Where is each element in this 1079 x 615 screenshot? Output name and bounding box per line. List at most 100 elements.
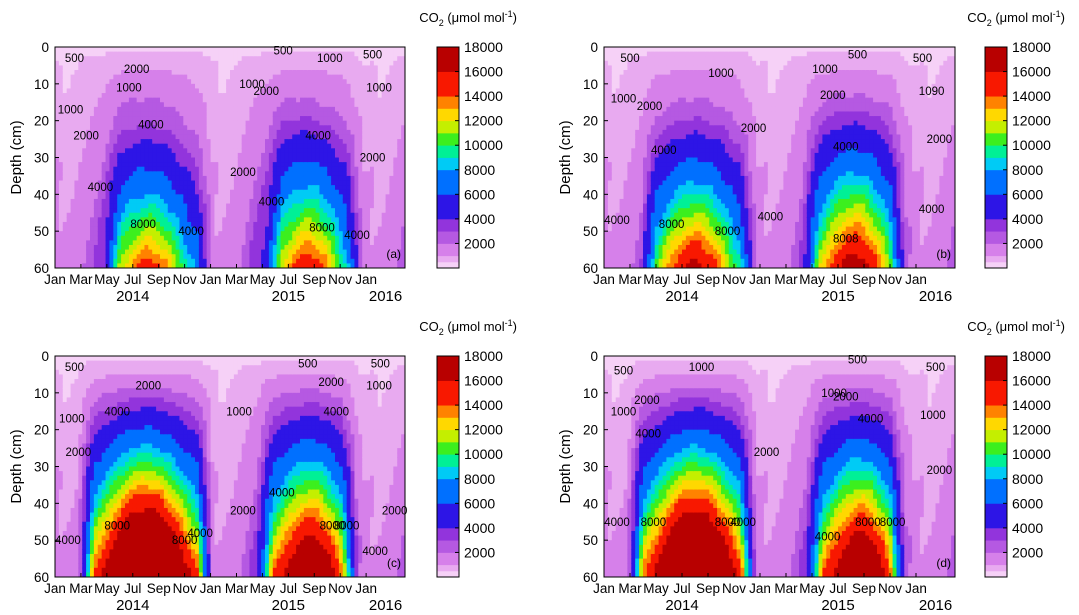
field-cell — [296, 60, 301, 67]
field-cell — [268, 194, 274, 200]
field-cell — [631, 221, 636, 228]
field-cell — [140, 194, 146, 200]
field-cell — [101, 120, 107, 126]
field-cell — [163, 106, 169, 113]
field-cell — [646, 65, 652, 71]
field-cell — [214, 56, 219, 62]
field-cell — [206, 244, 212, 251]
field-cell — [55, 97, 60, 103]
field-cell — [237, 171, 243, 177]
field-cell — [272, 212, 278, 218]
field-cell — [272, 70, 278, 76]
field-cell — [241, 180, 247, 186]
field-cell — [604, 208, 609, 214]
field-cell — [93, 217, 99, 223]
field-cell — [615, 185, 621, 191]
field-cell — [210, 139, 216, 145]
field-cell — [140, 129, 146, 136]
field-cell — [210, 83, 216, 90]
field-cell — [144, 221, 149, 228]
field-cell — [132, 240, 138, 246]
field-cell — [276, 129, 282, 136]
field-cell — [331, 263, 336, 268]
field-cell — [385, 79, 391, 85]
field-cell — [303, 231, 309, 237]
field-cell — [350, 194, 356, 200]
field-cell — [335, 148, 340, 154]
field-cell — [210, 97, 216, 103]
field-cell — [58, 65, 64, 71]
field-cell — [210, 166, 216, 172]
field-cell — [78, 148, 83, 154]
field-cell — [300, 212, 305, 218]
field-cell — [607, 226, 613, 232]
field-cell — [342, 263, 348, 268]
field-cell — [300, 152, 305, 159]
field-cell — [272, 194, 278, 200]
field-cell — [125, 134, 130, 140]
field-cell — [311, 175, 317, 182]
field-cell — [265, 139, 270, 145]
field-cell — [62, 258, 68, 264]
field-cell — [615, 208, 621, 214]
field-cell — [90, 194, 95, 200]
field-cell — [342, 120, 348, 126]
colorbar-tick-label: 6000 — [464, 186, 495, 202]
field-cell — [183, 166, 188, 172]
field-cell — [226, 152, 231, 159]
field-cell — [643, 244, 648, 251]
field-cell — [90, 263, 95, 268]
field-cell — [55, 116, 60, 122]
field-cell — [385, 258, 391, 264]
field-cell — [397, 194, 402, 200]
field-cell — [292, 198, 297, 205]
field-cell — [385, 175, 391, 182]
field-cell — [611, 139, 617, 145]
field-cell — [97, 56, 103, 62]
field-cell — [331, 134, 336, 140]
field-cell — [307, 47, 313, 53]
field-cell — [202, 106, 208, 113]
field-cell — [635, 116, 640, 122]
field-cell — [288, 185, 293, 191]
field-cell — [152, 56, 157, 62]
field-cell — [300, 97, 305, 103]
field-cell — [327, 125, 332, 131]
field-cell — [132, 171, 138, 177]
field-cell — [627, 60, 632, 67]
field-cell — [253, 74, 258, 80]
field-cell — [160, 249, 165, 255]
field-cell — [241, 74, 247, 80]
field-cell — [113, 189, 118, 195]
field-cell — [121, 125, 126, 131]
field-cell — [319, 116, 324, 122]
field-cell — [276, 143, 282, 149]
field-cell — [179, 240, 184, 246]
field-cell — [148, 185, 153, 191]
field-cell — [635, 198, 640, 205]
field-cell — [323, 60, 328, 67]
field-cell — [327, 175, 332, 182]
field-cell — [226, 254, 231, 260]
field-cell — [128, 263, 134, 268]
field-cell — [393, 148, 398, 154]
field-cell — [373, 180, 379, 186]
field-cell — [397, 116, 402, 122]
field-cell — [74, 180, 79, 186]
field-cell — [350, 203, 356, 209]
field-cell — [350, 263, 356, 268]
field-cell — [288, 235, 293, 241]
field-cell — [202, 60, 208, 67]
field-cell — [175, 175, 181, 182]
field-cell — [241, 254, 247, 260]
field-cell — [280, 157, 286, 163]
field-cell — [179, 83, 184, 90]
field-cell — [171, 189, 177, 195]
field-cell — [615, 231, 621, 237]
field-cell — [222, 111, 227, 117]
field-cell — [86, 212, 91, 218]
field-cell — [292, 60, 297, 67]
field-cell — [377, 244, 383, 251]
field-cell — [156, 254, 161, 260]
field-cell — [156, 143, 161, 149]
